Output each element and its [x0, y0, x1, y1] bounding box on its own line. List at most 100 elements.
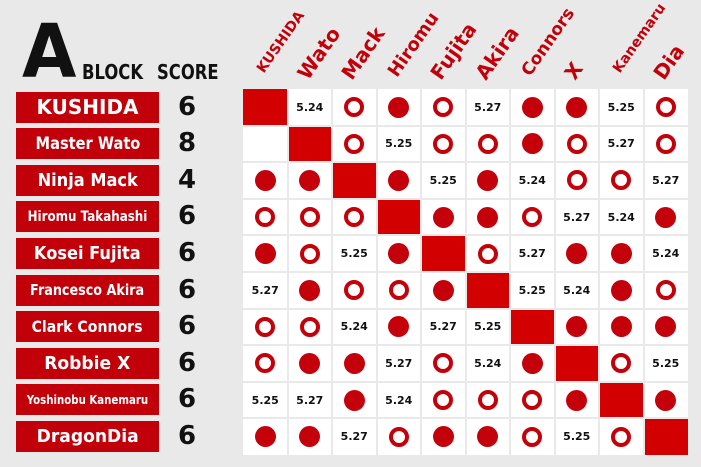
result-cell [466, 199, 511, 236]
loss-circle-icon [477, 133, 498, 154]
wrestler-name-3: Hiromu Takahashi [16, 201, 159, 233]
result-cell [332, 272, 377, 309]
result-cell [421, 89, 466, 126]
match-date: 5.24 [340, 320, 368, 334]
score-value: 6 [177, 237, 197, 268]
grid-divider [243, 234, 688, 237]
loss-circle-icon [344, 207, 365, 228]
loss-circle-icon [611, 353, 632, 374]
result-cell [243, 162, 288, 199]
result-cell [510, 126, 555, 163]
match-date: 5.27 [251, 283, 279, 297]
wrestler-name-label: Clark Connors [32, 317, 143, 337]
win-circle-icon [343, 389, 365, 411]
result-cell [243, 235, 288, 272]
match-date: 5.27 [340, 430, 368, 444]
match-date: 5.27 [296, 393, 324, 407]
self-match-cell [599, 381, 644, 419]
self-match-cell [376, 198, 421, 236]
win-circle-icon [610, 243, 632, 265]
match-date: 5.27 [652, 173, 680, 187]
match-date-cell: 5.27 [466, 89, 511, 126]
result-cell [644, 199, 689, 236]
result-cell [510, 89, 555, 126]
result-cell [288, 418, 333, 455]
result-cell [288, 272, 333, 309]
win-circle-icon [299, 426, 321, 448]
self-match-cell [643, 418, 688, 455]
column-header-9: Dia [648, 39, 690, 84]
match-date-cell: 5.25 [377, 126, 422, 163]
score-value: 6 [177, 91, 197, 122]
win-circle-icon [521, 133, 543, 155]
result-cell [421, 199, 466, 236]
result-cell [243, 345, 288, 382]
result-cell [555, 309, 600, 346]
wrestler-name-label: Yoshinobu Kanemaru [26, 392, 149, 407]
loss-circle-icon [522, 390, 543, 411]
match-date: 5.24 [474, 356, 502, 370]
column-header-1: Wato [292, 22, 346, 85]
win-circle-icon [477, 169, 499, 191]
match-date-cell: 5.24 [466, 345, 511, 382]
match-date-cell: 5.25 [243, 382, 288, 419]
result-cell [510, 418, 555, 455]
result-cell [555, 162, 600, 199]
loss-circle-icon [299, 316, 320, 337]
wrestler-name-label: DragonDia [36, 425, 139, 447]
result-cell [377, 272, 422, 309]
result-cell [332, 89, 377, 126]
self-match-cell [332, 162, 377, 199]
result-cell [555, 235, 600, 272]
result-cell [243, 418, 288, 455]
match-date-cell: 5.25 [599, 89, 644, 126]
result-cell [510, 382, 555, 419]
match-date: 5.24 [296, 100, 324, 114]
grid-divider [243, 124, 688, 127]
wrestler-name-label: Francesco Akira [30, 281, 145, 299]
match-date: 5.24 [563, 283, 591, 297]
self-match-cell [465, 272, 510, 309]
result-cell [510, 345, 555, 382]
result-cell [466, 418, 511, 455]
result-cell [421, 382, 466, 419]
loss-circle-icon [299, 207, 320, 228]
wrestler-name-2: Ninja Mack [16, 164, 159, 196]
win-circle-icon [388, 243, 410, 265]
loss-circle-icon [477, 243, 498, 264]
grid-divider [243, 271, 688, 273]
wrestler-name-9: DragonDia [16, 420, 159, 452]
self-match-cell [421, 235, 466, 272]
result-cell [332, 199, 377, 236]
win-circle-icon [299, 169, 321, 191]
match-date-cell: 5.25 [421, 162, 466, 199]
loss-circle-icon [566, 133, 587, 154]
block-label: BLOCK [82, 60, 144, 84]
wrestler-name-label: Hiromu Takahashi [27, 208, 148, 225]
match-date-cell: 5.24 [599, 199, 644, 236]
wrestler-name-0: KUSHIDA [16, 91, 159, 123]
score-value: 6 [177, 311, 197, 342]
match-date-cell: 5.24 [288, 89, 333, 126]
loss-circle-icon [522, 426, 543, 447]
wrestler-name-4: Kosei Fujita [16, 237, 159, 269]
score-value: 6 [177, 347, 197, 378]
result-cell [644, 272, 689, 309]
result-cell [377, 162, 422, 199]
win-circle-icon [343, 352, 365, 374]
win-circle-icon [388, 96, 410, 118]
result-cell [510, 199, 555, 236]
loss-circle-icon [611, 170, 632, 191]
match-date-cell: 5.27 [510, 235, 555, 272]
result-cell [332, 345, 377, 382]
loss-circle-icon [255, 353, 276, 374]
wrestler-name-7: Robbie X [16, 347, 159, 379]
score-value: 4 [177, 164, 197, 195]
loss-circle-icon [344, 133, 365, 154]
result-cell [288, 199, 333, 236]
grid-divider [243, 380, 688, 383]
result-cell [243, 309, 288, 346]
score-value: 6 [177, 384, 197, 415]
wrestler-name-label: Ninja Mack [37, 169, 138, 191]
loss-circle-icon [388, 280, 409, 301]
